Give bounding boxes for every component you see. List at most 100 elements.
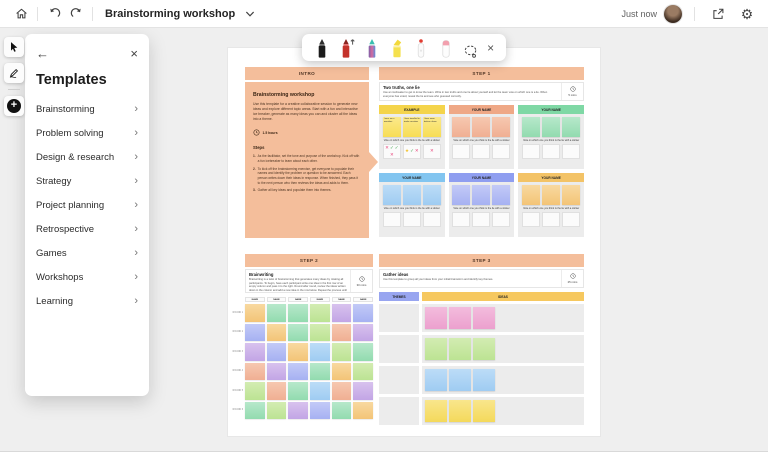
sticky-note[interactable]: [353, 382, 374, 400]
home-button[interactable]: [10, 3, 32, 25]
sticky-note[interactable]: [353, 304, 374, 322]
sticky-note[interactable]: [449, 307, 471, 329]
sticky-note[interactable]: [331, 323, 352, 341]
sticky-note[interactable]: [472, 117, 491, 137]
whiteboard-canvas[interactable]: INTRO Brainstorming workshop Use this te…: [227, 47, 601, 437]
undo-button[interactable]: [43, 3, 65, 25]
sticky-note[interactable]: [245, 362, 265, 380]
ink-tool-button[interactable]: [4, 63, 24, 83]
create-button[interactable]: +: [4, 96, 24, 116]
close-icon[interactable]: ×: [130, 46, 138, 61]
vote-box[interactable]: [562, 212, 581, 227]
sticky-note[interactable]: [542, 117, 561, 137]
vote-box[interactable]: [522, 212, 541, 227]
sticky-note[interactable]: [331, 343, 352, 361]
sticky-note[interactable]: [425, 338, 447, 360]
sticky-note[interactable]: [310, 323, 330, 341]
vote-box[interactable]: [522, 144, 541, 159]
theme-placeholder[interactable]: [379, 366, 419, 394]
theme-placeholder[interactable]: [379, 304, 419, 332]
sticky-note[interactable]: [449, 400, 471, 422]
sticky-note[interactable]: [266, 362, 287, 380]
sticky-note[interactable]: [310, 382, 330, 400]
theme-placeholder[interactable]: [379, 335, 419, 363]
sticky-note[interactable]: [425, 400, 447, 422]
sticky-note[interactable]: [353, 401, 374, 419]
step1-column[interactable]: YOUR NAME Vote on which one you think is …: [379, 173, 445, 237]
sticky-note[interactable]: [310, 362, 330, 380]
sticky-note[interactable]: [472, 185, 491, 205]
sticky-note[interactable]: I once ran a marathon: [382, 117, 401, 137]
vote-box[interactable]: [472, 144, 491, 159]
sticky-note[interactable]: [353, 343, 374, 361]
sticky-note[interactable]: [266, 382, 287, 400]
galaxy-pen-button[interactable]: [361, 36, 382, 59]
sticky-note[interactable]: [331, 382, 352, 400]
templates-item-brainstorming[interactable]: Brainstorming ›: [36, 97, 138, 121]
templates-item-design-research[interactable]: Design & research ›: [36, 145, 138, 169]
step2-panel[interactable]: STEP 2 Brainwriting Brainwriting is a tw…: [233, 254, 374, 426]
sticky-note[interactable]: [492, 185, 511, 205]
vote-box[interactable]: [492, 144, 511, 159]
step1-column[interactable]: YOUR NAME Vote on which one you think is …: [518, 173, 584, 237]
laser-pointer-button[interactable]: [411, 36, 432, 59]
sticky-note[interactable]: [449, 369, 471, 391]
vote-box[interactable]: [492, 212, 511, 227]
sticky-note[interactable]: [245, 343, 265, 361]
sticky-note[interactable]: [310, 304, 330, 322]
sticky-note[interactable]: [266, 401, 287, 419]
sticky-note[interactable]: [310, 401, 330, 419]
step1-column[interactable]: YOUR NAME Vote on which one you think is …: [448, 105, 515, 169]
sticky-note[interactable]: [562, 185, 581, 205]
vote-box[interactable]: [452, 212, 471, 227]
sticky-note[interactable]: [266, 343, 287, 361]
step3-panel[interactable]: STEP 3 Gather ideas Use this template to…: [379, 254, 584, 426]
sticky-note[interactable]: [473, 307, 495, 329]
sticky-note[interactable]: [245, 323, 265, 341]
sticky-note[interactable]: [245, 382, 265, 400]
vote-box[interactable]: ✕ ✓ ✓ ✕: [382, 144, 401, 159]
sticky-note[interactable]: [473, 369, 495, 391]
sticky-note[interactable]: [331, 362, 352, 380]
sticky-note[interactable]: [542, 185, 561, 205]
sticky-note[interactable]: [425, 369, 447, 391]
sticky-note[interactable]: [449, 338, 471, 360]
eraser-button[interactable]: [436, 36, 457, 59]
vote-box[interactable]: [422, 212, 441, 227]
sticky-note[interactable]: [473, 338, 495, 360]
templates-item-games[interactable]: Games ›: [36, 241, 138, 265]
sticky-note[interactable]: [288, 343, 309, 361]
vote-box[interactable]: [562, 144, 581, 159]
step1-column[interactable]: EXAMPLE I once ran a marathon I have trave…: [379, 105, 445, 169]
sticky-note[interactable]: [452, 117, 471, 137]
sticky-note[interactable]: [266, 323, 287, 341]
vote-box[interactable]: [472, 212, 491, 227]
sticky-note[interactable]: [522, 185, 541, 205]
templates-item-retrospective[interactable]: Retrospective ›: [36, 217, 138, 241]
settings-button[interactable]: ⚙: [736, 3, 758, 25]
vote-box[interactable]: [542, 144, 561, 159]
step1-column[interactable]: YOUR NAME Vote on which one you think is …: [518, 105, 584, 169]
sticky-note[interactable]: [402, 185, 421, 205]
vote-box[interactable]: [452, 144, 471, 159]
vote-box[interactable]: [402, 212, 421, 227]
sticky-note[interactable]: [245, 401, 265, 419]
templates-item-problem-solving[interactable]: Problem solving ›: [36, 121, 138, 145]
vote-box[interactable]: [542, 212, 561, 227]
sticky-note[interactable]: [353, 323, 374, 341]
sticky-note[interactable]: [562, 117, 581, 137]
close-pen-toolbar-icon[interactable]: ×: [487, 40, 495, 55]
vote-box[interactable]: ✕: [422, 144, 441, 159]
vote-box[interactable]: ★ ✓ ✕: [402, 144, 421, 159]
theme-placeholder[interactable]: [379, 397, 419, 425]
sticky-note[interactable]: [288, 304, 309, 322]
sticky-note[interactable]: [288, 323, 309, 341]
avatar[interactable]: [664, 4, 682, 23]
lasso-select-button[interactable]: [460, 36, 481, 59]
vote-box[interactable]: [382, 212, 401, 227]
sticky-note[interactable]: [522, 117, 541, 137]
sticky-note[interactable]: [425, 307, 447, 329]
title-menu-button[interactable]: [239, 3, 261, 25]
back-icon[interactable]: ←: [36, 46, 49, 61]
sticky-note[interactable]: [452, 185, 471, 205]
